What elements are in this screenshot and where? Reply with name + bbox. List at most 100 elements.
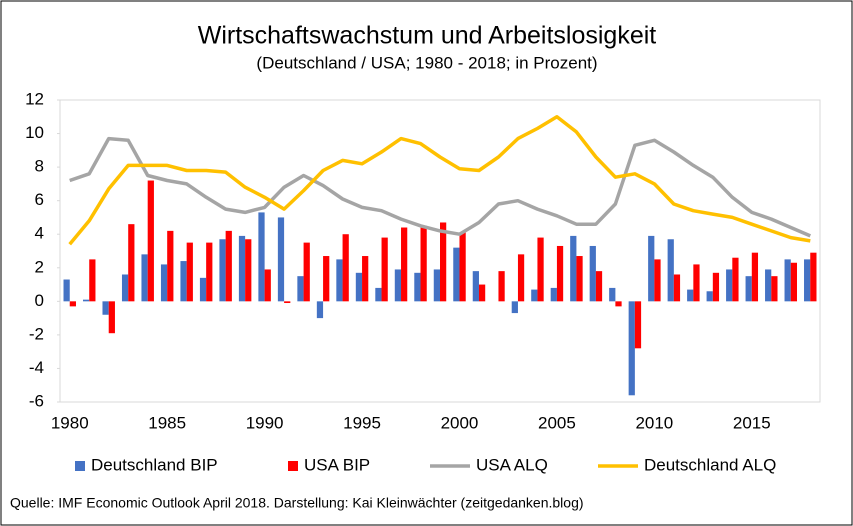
- x-tick-label: 2005: [538, 413, 576, 432]
- bar: [323, 256, 330, 302]
- legend-label: USA ALQ: [476, 455, 548, 474]
- bar: [381, 237, 388, 302]
- y-tick-label: 12: [25, 89, 44, 108]
- bar: [82, 299, 90, 302]
- bar: [765, 269, 772, 302]
- bar: [180, 261, 187, 302]
- bar: [141, 254, 148, 302]
- bar: [375, 287, 382, 302]
- bar: [667, 239, 674, 302]
- bar: [238, 235, 246, 302]
- bar: [472, 271, 479, 302]
- bar: [316, 301, 324, 319]
- bar: [790, 262, 798, 302]
- bar: [186, 242, 193, 302]
- bar: [433, 269, 440, 302]
- y-tick-label: 4: [35, 224, 44, 243]
- bar: [804, 259, 811, 302]
- bar: [595, 271, 603, 302]
- y-tick-label: -2: [29, 324, 44, 343]
- x-tick-label: 2000: [441, 413, 479, 432]
- bar: [556, 245, 564, 302]
- bar: [576, 256, 583, 302]
- legend-label: Deutschland ALQ: [644, 455, 776, 474]
- bar: [732, 257, 739, 302]
- bar: [511, 301, 518, 314]
- bar: [589, 245, 596, 302]
- y-tick-label: -4: [29, 358, 44, 377]
- x-tick-label: 1985: [148, 413, 186, 432]
- line: [69, 136, 811, 238]
- bar: [89, 259, 96, 302]
- bar: [550, 287, 557, 302]
- bar: [147, 180, 154, 302]
- bar: [277, 217, 285, 302]
- bar: [570, 235, 577, 302]
- bar: [531, 289, 538, 302]
- bar: [336, 259, 343, 302]
- bar: [245, 239, 252, 302]
- bar: [751, 252, 759, 302]
- x-tick-label: 1995: [343, 413, 381, 432]
- chart-subtitle: (Deutschland / USA; 1980 - 2018; in Proz…: [256, 53, 597, 72]
- bar: [63, 279, 70, 302]
- bar: [498, 271, 505, 302]
- y-tick-label: 8: [35, 157, 44, 176]
- bar: [693, 264, 700, 302]
- y-tick-label: 0: [35, 291, 44, 310]
- bar: [609, 287, 616, 302]
- bar: [342, 234, 349, 302]
- bar: [673, 274, 681, 302]
- bar: [160, 264, 168, 302]
- bar: [167, 230, 174, 302]
- bar: [440, 222, 447, 302]
- bar: [459, 232, 466, 302]
- y-tick-label: -6: [29, 391, 44, 410]
- bar: [517, 254, 525, 302]
- bar: [414, 272, 421, 302]
- bar: [401, 227, 408, 302]
- bar: [654, 259, 661, 302]
- bar: [453, 247, 460, 302]
- bar: [420, 225, 427, 302]
- bar: [128, 224, 135, 302]
- bar: [69, 301, 76, 307]
- bar: [362, 256, 369, 302]
- bar: [745, 276, 752, 302]
- x-tick-label: 2015: [733, 413, 771, 432]
- source: Quelle: IMF Economic Outlook April 2018.…: [10, 495, 584, 511]
- bar: [121, 274, 129, 302]
- bar: [706, 291, 713, 302]
- y-tick-label: 2: [35, 257, 44, 276]
- bar: [258, 212, 265, 302]
- bar: [225, 230, 232, 302]
- legend-swatch: [288, 461, 298, 471]
- bar: [108, 301, 115, 334]
- legend-label: USA BIP: [304, 455, 370, 474]
- bar: [712, 272, 720, 302]
- bar: [771, 276, 778, 302]
- bar: [264, 269, 271, 302]
- plot-area: [59, 99, 821, 403]
- bar: [687, 289, 694, 302]
- bar: [726, 269, 733, 302]
- bar: [102, 301, 109, 315]
- bar: [634, 301, 642, 349]
- bar: [615, 301, 622, 307]
- x-tick-label: 1990: [246, 413, 284, 432]
- bar: [284, 301, 291, 304]
- bar: [199, 277, 207, 302]
- bar: [303, 242, 310, 302]
- x-tick-label: 1980: [51, 413, 89, 432]
- bar: [628, 301, 635, 396]
- legend-swatch: [75, 461, 85, 471]
- bar: [537, 237, 544, 302]
- y-tick-label: 10: [25, 123, 44, 142]
- chart-title: Wirtschaftswachstum und Arbeitslosigkeit: [198, 22, 657, 50]
- x-tick-label: 2010: [635, 413, 673, 432]
- line: [68, 115, 811, 246]
- y-tick-label: 6: [35, 190, 44, 209]
- bar: [206, 242, 213, 302]
- bar: [648, 235, 655, 302]
